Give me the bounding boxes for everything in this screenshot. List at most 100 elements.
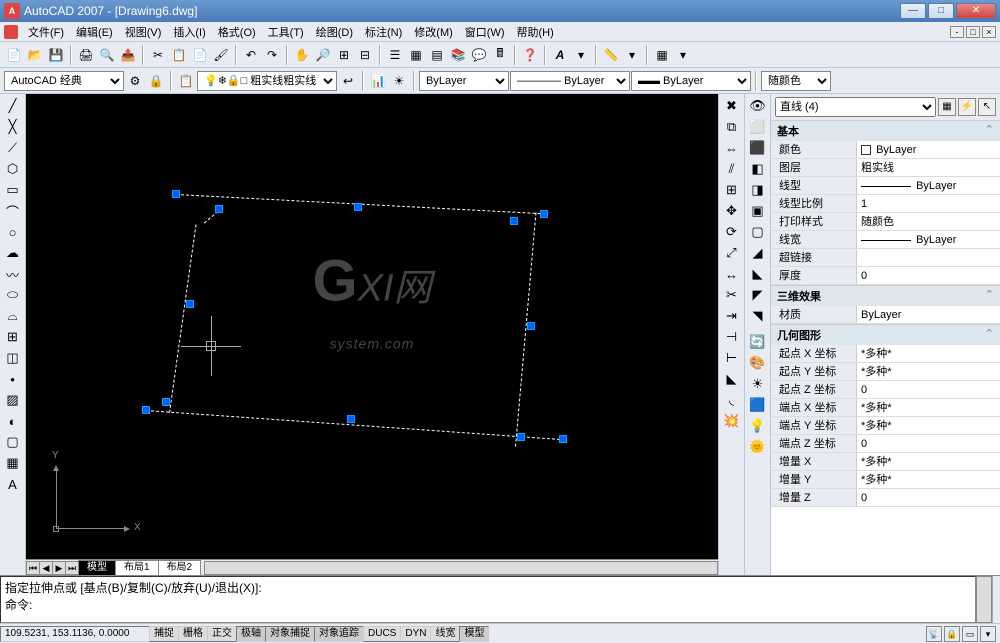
arc-icon[interactable]: ⌒: [3, 201, 23, 221]
workspace-combo[interactable]: AutoCAD 经典: [4, 71, 124, 91]
prop-startz[interactable]: 0: [856, 381, 1000, 398]
prop-lineweight[interactable]: ByLayer: [856, 231, 1000, 248]
pan-icon[interactable]: ✋: [292, 45, 312, 65]
linetype-combo[interactable]: ———— ByLayer: [510, 71, 630, 91]
xline-icon[interactable]: ╳: [3, 117, 23, 137]
h-scrollbar[interactable]: [204, 561, 718, 575]
dropdown-icon[interactable]: ▾: [571, 45, 591, 65]
gradient-icon[interactable]: ◐: [3, 411, 23, 431]
tab-first-icon[interactable]: ⏮: [26, 561, 40, 575]
preview-icon[interactable]: 🔍: [97, 45, 117, 65]
tab-prev-icon[interactable]: ◀: [39, 561, 53, 575]
section-basic[interactable]: 基本⌃: [771, 120, 1000, 141]
dyn-toggle[interactable]: DYN: [400, 626, 431, 642]
layer-manager-icon[interactable]: 📋: [176, 71, 196, 91]
match-icon[interactable]: 🖌: [211, 45, 231, 65]
top-view-icon[interactable]: ⬜: [748, 117, 768, 137]
chamfer-icon[interactable]: ◣: [722, 369, 742, 389]
front-view-icon[interactable]: ▣: [748, 201, 768, 221]
offset-icon[interactable]: ⫽: [722, 159, 742, 179]
make-block-icon[interactable]: ◫: [3, 348, 23, 368]
layer-combo[interactable]: 💡❄🔒□ 粗实线粗实线: [197, 71, 337, 91]
prop-material[interactable]: ByLayer: [856, 306, 1000, 323]
rotate-icon[interactable]: ⟳: [722, 222, 742, 242]
zoom-icon[interactable]: 🔎: [313, 45, 333, 65]
left-view-icon[interactable]: ◧: [748, 159, 768, 179]
open-icon[interactable]: 📂: [25, 45, 45, 65]
select-objects-icon[interactable]: ↖: [978, 98, 996, 116]
visual-style-icon[interactable]: 🎨: [748, 353, 768, 373]
prop-starty[interactable]: *多种*: [856, 363, 1000, 380]
prop-dy[interactable]: *多种*: [856, 471, 1000, 488]
menu-insert[interactable]: 插入(I): [167, 24, 211, 40]
menu-tools[interactable]: 工具(T): [262, 24, 310, 40]
calc-icon[interactable]: 🖩: [490, 45, 510, 65]
ducs-toggle[interactable]: DUCS: [363, 626, 401, 642]
explode-icon[interactable]: 💥: [722, 411, 742, 431]
rectangle-icon[interactable]: ▭: [3, 180, 23, 200]
lineweight-combo[interactable]: ▬▬ ByLayer: [631, 71, 751, 91]
spline-icon[interactable]: 〰: [3, 264, 23, 284]
ortho-toggle[interactable]: 正交: [207, 626, 237, 642]
comm-center-icon[interactable]: 📡: [926, 626, 942, 642]
point-icon[interactable]: •: [3, 369, 23, 389]
back-view-icon[interactable]: ▢: [748, 222, 768, 242]
mdi-restore[interactable]: □: [966, 26, 980, 38]
named-views-icon[interactable]: 👁: [748, 96, 768, 116]
prop-startx[interactable]: *多种*: [856, 345, 1000, 362]
menu-window[interactable]: 窗口(W): [459, 24, 511, 40]
menu-view[interactable]: 视图(V): [119, 24, 168, 40]
prop-dz[interactable]: 0: [856, 489, 1000, 506]
cmd-grip[interactable]: [992, 576, 1000, 623]
menu-draw[interactable]: 绘图(D): [310, 24, 359, 40]
polar-toggle[interactable]: 极轴: [236, 626, 266, 642]
prop-layer[interactable]: 粗实线: [856, 159, 1000, 176]
break-icon[interactable]: ⊣: [722, 327, 742, 347]
menu-format[interactable]: 格式(O): [212, 24, 262, 40]
otrack-toggle[interactable]: 对象追踪: [314, 626, 364, 642]
tab-layout1[interactable]: 布局1: [115, 560, 159, 575]
lights-icon[interactable]: 💡: [748, 416, 768, 436]
menu-modify[interactable]: 修改(M): [408, 24, 459, 40]
new-icon[interactable]: 📄: [4, 45, 24, 65]
snap-toggle[interactable]: 捕捉: [149, 626, 179, 642]
tab-next-icon[interactable]: ▶: [52, 561, 66, 575]
plotstyle-combo[interactable]: 随颜色: [761, 71, 831, 91]
redo-icon[interactable]: ↷: [262, 45, 282, 65]
join-icon[interactable]: ⊢: [722, 348, 742, 368]
prop-endz[interactable]: 0: [856, 435, 1000, 452]
prop-thickness[interactable]: 0: [856, 267, 1000, 284]
close-button[interactable]: ✕: [956, 3, 996, 19]
tool-palette-icon[interactable]: ▤: [427, 45, 447, 65]
prop-ltscale[interactable]: 1: [856, 195, 1000, 212]
tab-layout2[interactable]: 布局2: [158, 560, 202, 575]
command-line[interactable]: 指定拉伸点或 [基点(B)/复制(C)/放弃(U)/退出(X)]: 命令:: [0, 576, 976, 623]
toggle-pui-icon[interactable]: ▦: [938, 98, 956, 116]
circle-icon[interactable]: ○: [3, 222, 23, 242]
osnap-toggle[interactable]: 对象捕捉: [265, 626, 315, 642]
array-icon[interactable]: ⊞: [722, 180, 742, 200]
menu-file[interactable]: 文件(F): [22, 24, 70, 40]
scale-icon[interactable]: ⤢: [722, 243, 742, 263]
undo-icon[interactable]: ↶: [241, 45, 261, 65]
orbit-icon[interactable]: 🔄: [748, 332, 768, 352]
sun-icon[interactable]: 🌞: [748, 437, 768, 457]
tab-model[interactable]: 模型: [78, 560, 116, 575]
model-toggle[interactable]: 模型: [459, 626, 489, 642]
text-style-icon[interactable]: A: [550, 45, 570, 65]
minimize-button[interactable]: —: [900, 3, 926, 19]
materials-icon[interactable]: 🟦: [748, 395, 768, 415]
prop-dx[interactable]: *多种*: [856, 453, 1000, 470]
region-icon[interactable]: ▢: [3, 432, 23, 452]
prop-linetype[interactable]: ByLayer: [856, 177, 1000, 194]
design-center-icon[interactable]: ▦: [406, 45, 426, 65]
table-style-icon[interactable]: ▦: [652, 45, 672, 65]
prop-plotstyle[interactable]: 随颜色: [856, 213, 1000, 230]
prop-color[interactable]: ByLayer: [856, 141, 1000, 158]
copy-icon[interactable]: 📋: [169, 45, 189, 65]
prop-hyperlink[interactable]: [856, 249, 1000, 266]
color-combo[interactable]: ByLayer: [419, 71, 509, 91]
insert-block-icon[interactable]: ⊞: [3, 327, 23, 347]
tray-settings-icon[interactable]: ▾: [980, 626, 996, 642]
mirror-icon[interactable]: ⇔: [722, 138, 742, 158]
